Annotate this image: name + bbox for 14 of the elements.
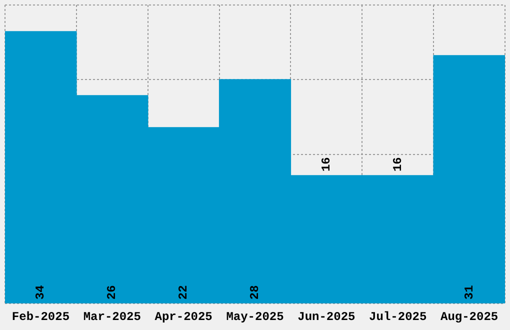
x-tick-label: Jul-2025	[369, 310, 427, 324]
x-tick-label: Apr-2025	[154, 310, 212, 324]
data-label: 16	[319, 157, 334, 172]
x-tick-label: Mar-2025	[83, 310, 141, 324]
data-label: 31	[462, 285, 476, 300]
x-tick-label: May-2025	[226, 310, 284, 324]
x-tick-label: Jun-2025	[298, 310, 356, 324]
data-label: 26	[105, 285, 120, 300]
x-tick-label: Aug-2025	[440, 310, 498, 324]
data-label: 22	[176, 285, 191, 300]
data-label: 16	[390, 157, 405, 172]
data-label: 34	[34, 285, 48, 300]
data-label: 28	[248, 285, 262, 300]
x-tick-label: Feb-2025	[12, 310, 70, 324]
